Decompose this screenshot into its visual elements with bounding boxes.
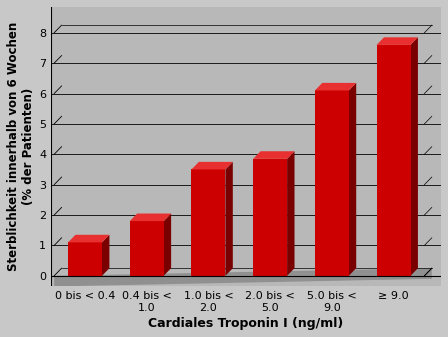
Bar	[315, 91, 349, 276]
Polygon shape	[130, 214, 171, 221]
Polygon shape	[164, 214, 171, 276]
Polygon shape	[349, 83, 356, 276]
Bar	[377, 45, 410, 276]
Polygon shape	[191, 162, 233, 170]
Bar	[253, 159, 287, 276]
Polygon shape	[54, 268, 432, 286]
Polygon shape	[377, 37, 418, 45]
Polygon shape	[410, 37, 418, 276]
Bar	[68, 242, 102, 276]
Polygon shape	[253, 151, 294, 159]
Polygon shape	[68, 235, 109, 242]
Polygon shape	[102, 235, 109, 276]
Polygon shape	[225, 162, 233, 276]
Polygon shape	[287, 151, 294, 276]
Polygon shape	[315, 83, 356, 91]
Bar	[191, 170, 225, 276]
Bar	[130, 221, 164, 276]
Y-axis label: Sterblichkeit innerhalb von 6 Wochen
(% der Patienten): Sterblichkeit innerhalb von 6 Wochen (% …	[7, 22, 35, 271]
X-axis label: Cardiales Troponin I (ng/ml): Cardiales Troponin I (ng/ml)	[148, 317, 344, 330]
